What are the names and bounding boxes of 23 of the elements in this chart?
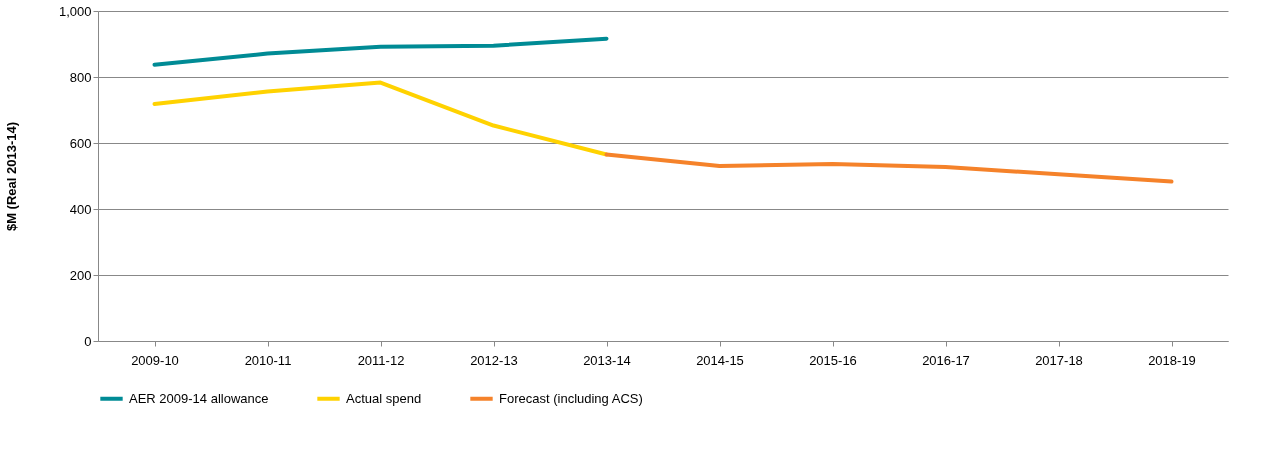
x-tick-label: 2009-10 [131,352,179,368]
legend-label: Forecast (including ACS) [499,390,643,406]
x-tick-label: 2014-15 [696,352,744,368]
x-tick-label: 2018-19 [1148,352,1196,368]
line-series [152,80,609,157]
x-tick-label: 2016-17 [922,352,970,368]
x-tick-label: 2017-18 [1035,352,1083,368]
y-tick-label: 400 [69,201,92,217]
legend-label: Actual spend [346,390,422,406]
y-axis-title: $M (Real 2013-14) [3,121,19,232]
x-tick-label: 2015-16 [809,352,857,368]
y-tick-label: 200 [69,267,92,283]
x-tick-label: 2010-11 [244,352,292,368]
legend-label: AER 2009-14 allowance [129,390,269,406]
x-tick-label: 2011-12 [357,352,405,368]
x-tick-label: 2013-14 [583,352,631,368]
x-tick-label: 2012-13 [470,352,518,368]
y-tick-label: 0 [84,333,92,349]
line-series [604,152,1174,184]
y-tick-label: 800 [69,69,92,85]
line-series [152,36,609,67]
y-tick-label: 600 [69,135,92,151]
y-tick-label: 1,000 [58,3,92,19]
